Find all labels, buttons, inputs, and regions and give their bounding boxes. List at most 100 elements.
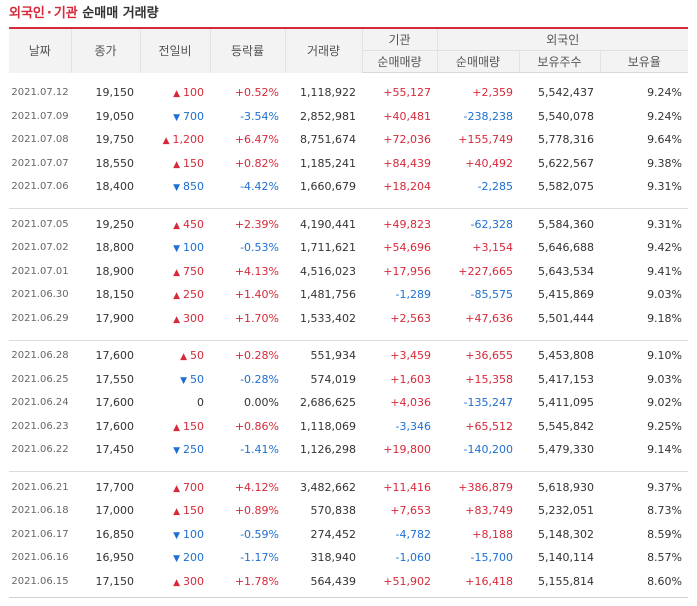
change-value: 50 [190,349,204,363]
table-row: 2021.06.15 17,150 ▲ 300 +1.78% 564,439 +51,902… [9,570,688,594]
cell-rate: +1.70% [234,311,279,325]
cell-inst-net: +11,416 [383,480,431,494]
cell-foreign-net: +47,636 [465,311,513,325]
cell-volume: 570,838 [310,504,357,518]
cell-foreign-holding: 5,411,095 [538,396,594,410]
cell-foreign-holding: 5,584,360 [538,217,594,231]
cell-change: ▲ 300 [140,570,210,594]
cell-foreign-net: +2,359 [472,86,513,100]
table-row: 2021.07.09 19,050 ▼ 700 -3.54% 2,852,981 +40,4… [9,105,688,129]
cell-rate: +4.13% [234,264,279,278]
table-row: 2021.07.02 18,800 ▼ 100 -0.53% 1,711,621 +54,6… [9,236,688,260]
table-row: 2021.06.25 17,550 ▼ 50 -0.28% 574,019 +1,603 +1… [9,368,688,392]
cell-inst-net: +4,036 [390,396,431,410]
cell-foreign-holding: 5,618,930 [538,480,594,494]
cell-foreign-net: -15,700 [470,551,513,565]
cell-rate: +0.28% [234,349,279,363]
cell-rate: +1.78% [234,574,279,588]
cell-date: 2021.06.30 [11,289,69,301]
cell-foreign-net: -85,575 [470,288,513,302]
cell-close: 18,900 [95,264,135,278]
cell-rate: +6.47% [234,133,279,147]
cell-rate: -4.42% [240,180,279,194]
table-row: 2021.07.01 18,900 ▲ 750 +4.13% 4,516,023 +17,9… [9,260,688,284]
cell-close: 18,800 [95,241,135,255]
cell-date: 2021.07.09 [11,110,69,122]
title-separator: · [46,6,52,21]
table-row: 2021.06.29 17,900 ▲ 300 +1.70% 1,533,402 +2,56… [9,307,688,331]
cell-foreign-holding: 5,155,814 [538,574,594,588]
cell-foreign-net: +386,879 [458,480,513,494]
cell-foreign-net: +83,749 [465,504,513,518]
cell-close: 17,550 [95,372,135,386]
cell-date: 2021.06.15 [11,575,69,587]
cell-date: 2021.07.05 [11,218,69,230]
cell-foreign-holding: 5,542,437 [538,86,594,100]
cell-close: 18,400 [95,180,135,194]
cell-change: ▲ 300 [140,307,210,331]
cell-close: 16,850 [95,527,135,541]
cell-change: ▼ 50 [140,368,210,392]
trading-table: 날짜 종가 전일비 등락률 거래량 기관 외국인 순매매량 순매매량 보유주수 … [9,27,689,598]
cell-foreign-ratio: 9.31% [647,217,683,231]
cell-change: 0 [140,391,210,415]
table-row: 2021.07.08 19,750 ▲ 1,200 +6.47% 8,751,674 +72… [9,128,688,152]
cell-foreign-holding: 5,140,114 [538,551,594,565]
cell-close: 17,150 [95,574,135,588]
cell-inst-net: -1,060 [395,551,431,565]
cell-rate: +0.52% [234,86,279,100]
cell-close: 17,600 [95,349,135,363]
change-value: 750 [183,264,204,278]
cell-foreign-ratio: 9.37% [647,480,683,494]
cell-volume: 551,934 [310,349,357,363]
cell-change: ▼ 850 [140,175,210,199]
cell-foreign-holding: 5,479,330 [538,443,594,457]
table-row: 2021.06.16 16,950 ▼ 200 -1.17% 318,940 -1,060 -… [9,546,688,570]
cell-foreign-net: +40,492 [465,156,513,170]
cell-foreign-holding: 5,582,075 [538,180,594,194]
cell-inst-net: +40,481 [383,109,431,123]
table-row: 2021.06.18 17,000 ▲ 150 +0.89% 570,838 +7,653 +… [9,499,688,523]
table-row: 2021.06.22 17,450 ▼ 250 -1.41% 1,126,298 +19,8… [9,438,688,462]
cell-change: ▼ 250 [140,438,210,462]
cell-close: 19,750 [95,133,135,147]
cell-volume: 574,019 [310,372,357,386]
page-title: 외국인 · 기관 순매매 거래량 [9,4,159,24]
col-group-foreign: 외국인 [436,27,689,51]
col-foreign-net: 순매매량 [436,50,519,73]
cell-date: 2021.06.18 [11,505,69,517]
change-value: 50 [190,372,204,386]
cell-foreign-ratio: 9.24% [647,86,683,100]
cell-foreign-net: +16,418 [465,574,513,588]
cell-close: 17,450 [95,443,135,457]
arrow-down-icon: ▼ [173,183,180,194]
cell-date: 2021.06.28 [11,350,69,362]
cell-date: 2021.06.23 [11,420,69,432]
cell-volume: 1,711,621 [300,241,356,255]
cell-foreign-net: -238,238 [463,109,513,123]
cell-foreign-net: +36,655 [465,349,513,363]
arrow-up-icon: ▲ [173,89,180,100]
arrow-up-icon: ▲ [173,422,180,433]
cell-volume: 4,516,023 [300,264,356,278]
cell-inst-net: +51,902 [383,574,431,588]
arrow-up-icon: ▲ [162,136,170,147]
cell-inst-net: -4,782 [395,527,431,541]
cell-close: 19,250 [95,217,135,231]
cell-rate: -0.59% [240,527,279,541]
cell-close: 17,000 [95,504,135,518]
cell-date: 2021.07.02 [11,242,69,254]
group-divider [9,208,689,209]
cell-foreign-net: +3,154 [472,241,513,255]
table-row: 2021.07.07 18,550 ▲ 150 +0.82% 1,185,241 +84,4… [9,152,688,176]
arrow-up-icon: ▲ [173,314,180,325]
change-value: 300 [183,574,204,588]
cell-volume: 8,751,674 [300,133,356,147]
arrow-up-icon: ▲ [173,483,180,494]
change-value: 700 [183,109,204,123]
cell-change: ▲ 150 [140,415,210,439]
change-value: 150 [183,504,204,518]
cell-volume: 1,118,069 [300,419,356,433]
change-value: 250 [183,443,204,457]
cell-foreign-ratio: 9.24% [647,109,683,123]
